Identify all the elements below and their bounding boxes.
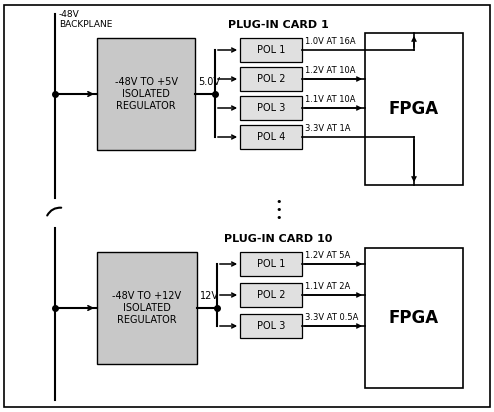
Text: 1.2V AT 5A: 1.2V AT 5A xyxy=(305,251,350,260)
Bar xyxy=(97,252,197,364)
Text: -48V TO +5V
ISOLATED
REGULATOR: -48V TO +5V ISOLATED REGULATOR xyxy=(115,77,177,110)
Text: POL 4: POL 4 xyxy=(257,132,285,142)
Bar xyxy=(75,228,482,398)
Text: POL 3: POL 3 xyxy=(257,103,285,113)
Bar xyxy=(240,96,302,120)
Text: POL 1: POL 1 xyxy=(257,45,285,55)
Bar xyxy=(365,33,463,185)
Text: FPGA: FPGA xyxy=(389,100,439,118)
Text: POL 1: POL 1 xyxy=(257,259,285,269)
Text: •: • xyxy=(275,213,282,223)
Text: FPGA: FPGA xyxy=(389,309,439,327)
Text: 5.0V: 5.0V xyxy=(198,77,220,87)
Text: 3.3V AT 0.5A: 3.3V AT 0.5A xyxy=(305,313,358,322)
Text: •: • xyxy=(275,197,282,207)
Bar xyxy=(240,38,302,62)
Bar xyxy=(97,38,195,150)
Text: 1.1V AT 10A: 1.1V AT 10A xyxy=(305,95,356,104)
Bar xyxy=(240,314,302,338)
Text: -48V
BACKPLANE: -48V BACKPLANE xyxy=(59,10,112,29)
Text: PLUG-IN CARD 10: PLUG-IN CARD 10 xyxy=(224,234,332,244)
Text: -48V TO +12V
ISOLATED
REGULATOR: -48V TO +12V ISOLATED REGULATOR xyxy=(113,291,182,325)
Bar xyxy=(240,125,302,149)
Bar xyxy=(240,67,302,91)
Text: •: • xyxy=(275,205,282,215)
Text: POL 2: POL 2 xyxy=(257,290,285,300)
Text: PLUG-IN CARD 1: PLUG-IN CARD 1 xyxy=(228,20,329,30)
Bar xyxy=(75,14,482,202)
Bar xyxy=(240,252,302,276)
Text: 1.0V AT 16A: 1.0V AT 16A xyxy=(305,37,356,46)
Text: 1.2V AT 10A: 1.2V AT 10A xyxy=(305,66,356,75)
Text: POL 3: POL 3 xyxy=(257,321,285,331)
Text: 12V: 12V xyxy=(200,291,219,301)
Text: 3.3V AT 1A: 3.3V AT 1A xyxy=(305,124,351,133)
Bar xyxy=(240,283,302,307)
Bar xyxy=(365,248,463,388)
Text: 1.1V AT 2A: 1.1V AT 2A xyxy=(305,282,350,291)
Text: POL 2: POL 2 xyxy=(257,74,285,84)
